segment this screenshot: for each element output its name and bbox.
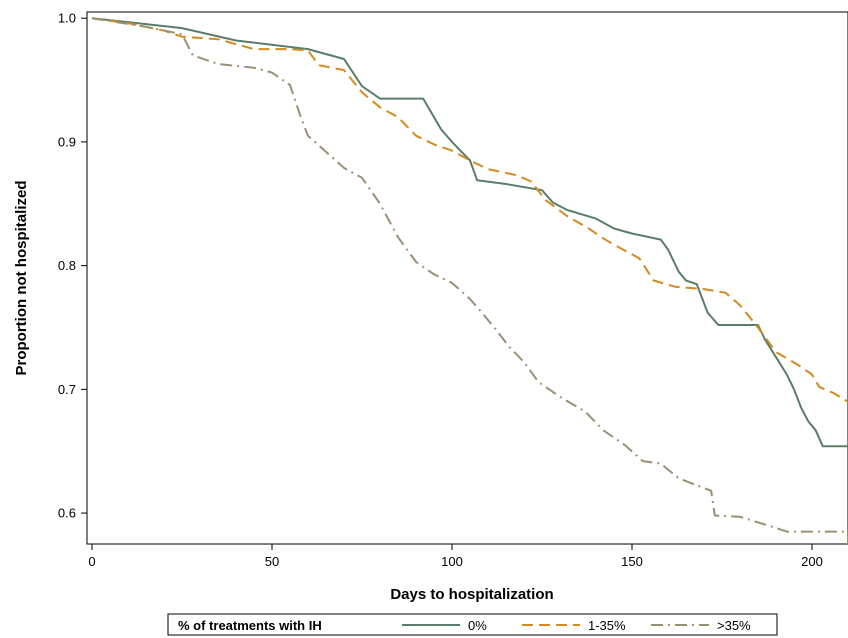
y-axis: 0.6 0.7 0.8 0.9 1.0 xyxy=(58,11,87,521)
x-tick-label: 200 xyxy=(801,554,823,569)
series-line-1 xyxy=(91,17,848,448)
x-tick-label: 50 xyxy=(265,554,279,569)
y-tick-label: 0.7 xyxy=(58,382,76,397)
legend-title: % of treatments with IH xyxy=(178,618,322,633)
legend-items: 0% 1-35% >35% xyxy=(402,618,751,633)
x-axis-title: Days to hospitalization xyxy=(390,586,553,603)
plot-area xyxy=(86,11,848,545)
x-tick-label: 0 xyxy=(88,554,95,569)
legend-label-2: 1-35% xyxy=(588,618,626,633)
y-tick-label: 0.9 xyxy=(58,134,76,149)
legend-box xyxy=(167,613,778,636)
x-tick-label: 150 xyxy=(621,554,643,569)
series-layer xyxy=(91,17,848,544)
y-tick-label: 1.0 xyxy=(58,11,76,26)
series-line-2 xyxy=(91,17,848,403)
legend-label-3: >35% xyxy=(717,618,751,633)
x-axis: 0 50 100 150 200 xyxy=(88,544,823,569)
x-tick-label: 100 xyxy=(441,554,463,569)
legend-label-1: 0% xyxy=(468,618,487,633)
series-line-3 xyxy=(91,17,848,544)
y-tick-label: 0.8 xyxy=(58,258,76,273)
legend: % of treatments with IH 0% 1-35% >35% xyxy=(167,613,778,636)
y-axis-title: Proportion not hospitalized xyxy=(13,181,30,376)
y-tick-label: 0.6 xyxy=(58,506,76,521)
